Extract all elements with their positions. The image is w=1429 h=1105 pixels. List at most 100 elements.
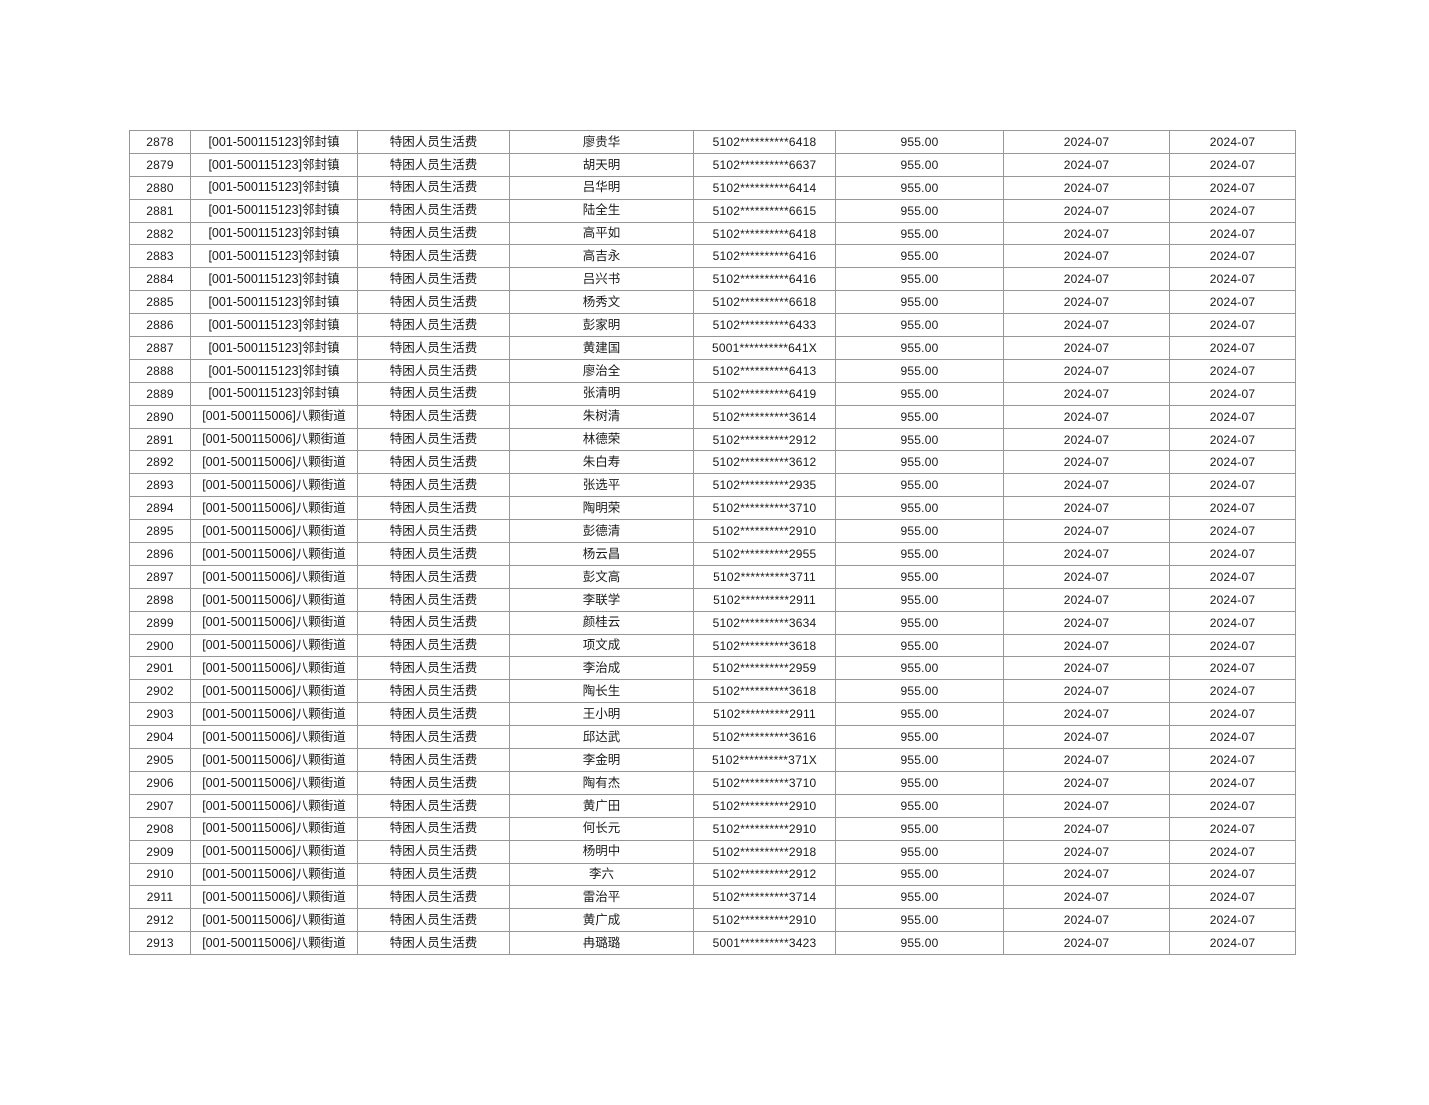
cell-seq: 2905 — [129, 748, 191, 772]
cell-subsidy-item: 特困人员生活费 — [357, 152, 510, 177]
cell-amount: 955.00 — [835, 450, 1004, 475]
cell-id-number: 5102**********3714 — [693, 885, 836, 910]
cell-amount: 955.00 — [835, 564, 1004, 589]
cell-pay-month: 2024-07 — [1169, 862, 1296, 887]
cell-pay-month: 2024-07 — [1169, 473, 1296, 498]
cell-grant-month: 2024-07 — [1003, 336, 1170, 360]
cell-unit: [001-500115006]八颗街道 — [190, 542, 358, 566]
cell-unit: [001-500115123]邻封镇 — [190, 130, 358, 154]
cell-seq: 2899 — [129, 610, 191, 635]
cell-name: 张清明 — [509, 381, 694, 406]
cell-unit: [001-500115123]邻封镇 — [190, 198, 358, 223]
cell-name: 胡天明 — [509, 152, 694, 177]
table-row: 2912 [001-500115006]八颗街道 特困人员生活费 黄广成 5102***… — [129, 908, 1296, 933]
cell-subsidy-item: 特困人员生活费 — [357, 702, 510, 727]
cell-seq: 2901 — [129, 656, 191, 681]
cell-unit: [001-500115006]八颗街道 — [190, 702, 358, 727]
cell-seq: 2881 — [129, 198, 191, 223]
cell-pay-month: 2024-07 — [1169, 130, 1296, 154]
cell-pay-month: 2024-07 — [1169, 198, 1296, 223]
cell-subsidy-item: 特困人员生活费 — [357, 519, 510, 544]
table-row: 2909 [001-500115006]八颗街道 特困人员生活费 杨明中 5102***… — [129, 839, 1296, 864]
cell-subsidy-item: 特困人员生活费 — [357, 679, 510, 704]
cell-grant-month: 2024-07 — [1003, 473, 1170, 498]
cell-id-number: 5102**********3710 — [693, 496, 836, 521]
cell-amount: 955.00 — [835, 862, 1004, 887]
cell-seq: 2895 — [129, 519, 191, 544]
table-row: 2882 [001-500115123]邻封镇 特困人员生活费 高平如 5102****… — [129, 221, 1296, 246]
table-row: 2897 [001-500115006]八颗街道 特困人员生活费 彭文高 5102***… — [129, 564, 1296, 589]
cell-unit: [001-500115006]八颗街道 — [190, 633, 358, 658]
cell-pay-month: 2024-07 — [1169, 793, 1296, 818]
cell-id-number: 5102**********6433 — [693, 313, 836, 338]
cell-id-number: 5001**********3423 — [693, 931, 836, 956]
cell-subsidy-item: 特困人员生活费 — [357, 793, 510, 818]
cell-unit: [001-500115123]邻封镇 — [190, 336, 358, 360]
cell-grant-month: 2024-07 — [1003, 496, 1170, 521]
cell-pay-month: 2024-07 — [1169, 267, 1296, 292]
cell-subsidy-item: 特困人员生活费 — [357, 267, 510, 292]
cell-id-number: 5102**********3618 — [693, 633, 836, 658]
cell-grant-month: 2024-07 — [1003, 931, 1170, 956]
cell-name: 高吉永 — [509, 244, 694, 269]
cell-grant-month: 2024-07 — [1003, 358, 1170, 383]
cell-subsidy-item: 特困人员生活费 — [357, 564, 510, 589]
cell-name: 杨明中 — [509, 839, 694, 864]
cell-unit: [001-500115123]邻封镇 — [190, 244, 358, 269]
cell-grant-month: 2024-07 — [1003, 702, 1170, 727]
cell-subsidy-item: 特困人员生活费 — [357, 381, 510, 406]
cell-amount: 955.00 — [835, 770, 1004, 795]
cell-subsidy-item: 特困人员生活费 — [357, 633, 510, 658]
table-row: 2910 [001-500115006]八颗街道 特困人员生活费 李六 5102****… — [129, 862, 1296, 887]
cell-unit: [001-500115006]八颗街道 — [190, 564, 358, 589]
cell-id-number: 5102**********2959 — [693, 656, 836, 681]
cell-grant-month: 2024-07 — [1003, 587, 1170, 612]
cell-amount: 955.00 — [835, 427, 1004, 452]
cell-name: 黄广成 — [509, 908, 694, 933]
cell-subsidy-item: 特困人员生活费 — [357, 175, 510, 200]
cell-amount: 955.00 — [835, 358, 1004, 383]
cell-amount: 955.00 — [835, 748, 1004, 772]
cell-unit: [001-500115006]八颗街道 — [190, 885, 358, 910]
cell-amount: 955.00 — [835, 313, 1004, 338]
cell-grant-month: 2024-07 — [1003, 610, 1170, 635]
cell-seq: 2908 — [129, 816, 191, 841]
cell-pay-month: 2024-07 — [1169, 633, 1296, 658]
table-row: 2913 [001-500115006]八颗街道 特困人员生活费 冉璐璐 5001***… — [129, 931, 1296, 956]
cell-amount: 955.00 — [835, 656, 1004, 681]
cell-unit: [001-500115006]八颗街道 — [190, 473, 358, 498]
cell-grant-month: 2024-07 — [1003, 908, 1170, 933]
cell-subsidy-item: 特困人员生活费 — [357, 542, 510, 566]
cell-id-number: 5102**********6615 — [693, 198, 836, 223]
cell-amount: 955.00 — [835, 473, 1004, 498]
cell-unit: [001-500115123]邻封镇 — [190, 175, 358, 200]
cell-subsidy-item: 特困人员生活费 — [357, 450, 510, 475]
cell-subsidy-item: 特困人员生活费 — [357, 290, 510, 315]
cell-amount: 955.00 — [835, 885, 1004, 910]
cell-id-number: 5102**********6418 — [693, 130, 836, 154]
table-row: 2884 [001-500115123]邻封镇 特困人员生活费 吕兴书 5102****… — [129, 267, 1296, 292]
cell-pay-month: 2024-07 — [1169, 496, 1296, 521]
cell-seq: 2894 — [129, 496, 191, 521]
cell-name: 廖贵华 — [509, 130, 694, 154]
cell-name: 项文成 — [509, 633, 694, 658]
cell-seq: 2878 — [129, 130, 191, 154]
cell-grant-month: 2024-07 — [1003, 244, 1170, 269]
cell-id-number: 5102**********371X — [693, 748, 836, 772]
cell-amount: 955.00 — [835, 587, 1004, 612]
cell-amount: 955.00 — [835, 175, 1004, 200]
cell-seq: 2879 — [129, 152, 191, 177]
cell-subsidy-item: 特困人员生活费 — [357, 587, 510, 612]
cell-pay-month: 2024-07 — [1169, 908, 1296, 933]
cell-name: 杨云昌 — [509, 542, 694, 566]
cell-grant-month: 2024-07 — [1003, 313, 1170, 338]
cell-pay-month: 2024-07 — [1169, 427, 1296, 452]
cell-grant-month: 2024-07 — [1003, 656, 1170, 681]
cell-unit: [001-500115123]邻封镇 — [190, 152, 358, 177]
table-row: 2901 [001-500115006]八颗街道 特困人员生活费 李治成 5102***… — [129, 656, 1296, 681]
cell-id-number: 5102**********6414 — [693, 175, 836, 200]
cell-unit: [001-500115006]八颗街道 — [190, 610, 358, 635]
cell-id-number: 5102**********6416 — [693, 244, 836, 269]
cell-grant-month: 2024-07 — [1003, 793, 1170, 818]
cell-seq: 2890 — [129, 404, 191, 429]
